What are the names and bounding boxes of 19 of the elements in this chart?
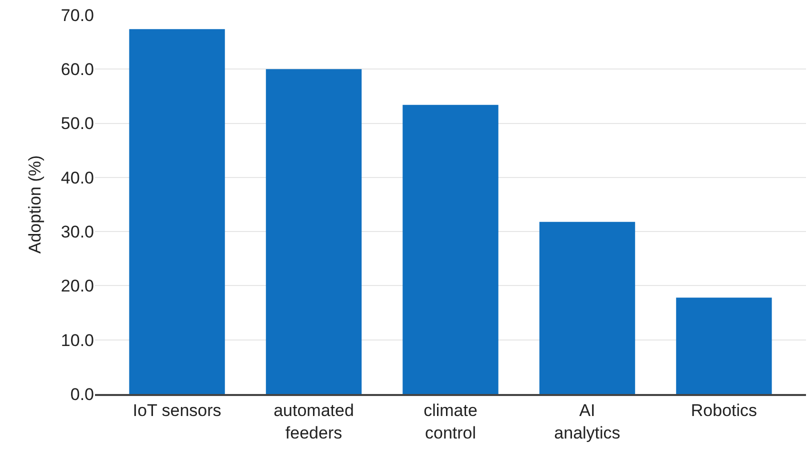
x-tick-label: Robotics [690,401,758,420]
y-axis-title: Adoption (%) [25,155,44,254]
y-tick-label: 20.0 [60,276,94,296]
y-tick-label: 50.0 [60,114,94,134]
bar [539,222,636,394]
bar [129,29,225,394]
bar [676,298,772,394]
x-tick-label: climate control [424,401,478,442]
y-tick-label: 0.0 [70,384,94,404]
x-tick-label: automated feeders [274,401,354,442]
y-tick-label: 40.0 [60,168,94,188]
y-tick-label: 30.0 [60,222,94,242]
y-tick-label: 10.0 [60,330,94,350]
y-tick-label: 60.0 [60,60,94,80]
bar [266,69,362,394]
x-tick-label: IoT sensors [132,401,222,420]
y-tick-label: 70.0 [60,6,94,25]
x-tick-label: AI analytics [554,401,620,442]
bar [402,104,498,394]
